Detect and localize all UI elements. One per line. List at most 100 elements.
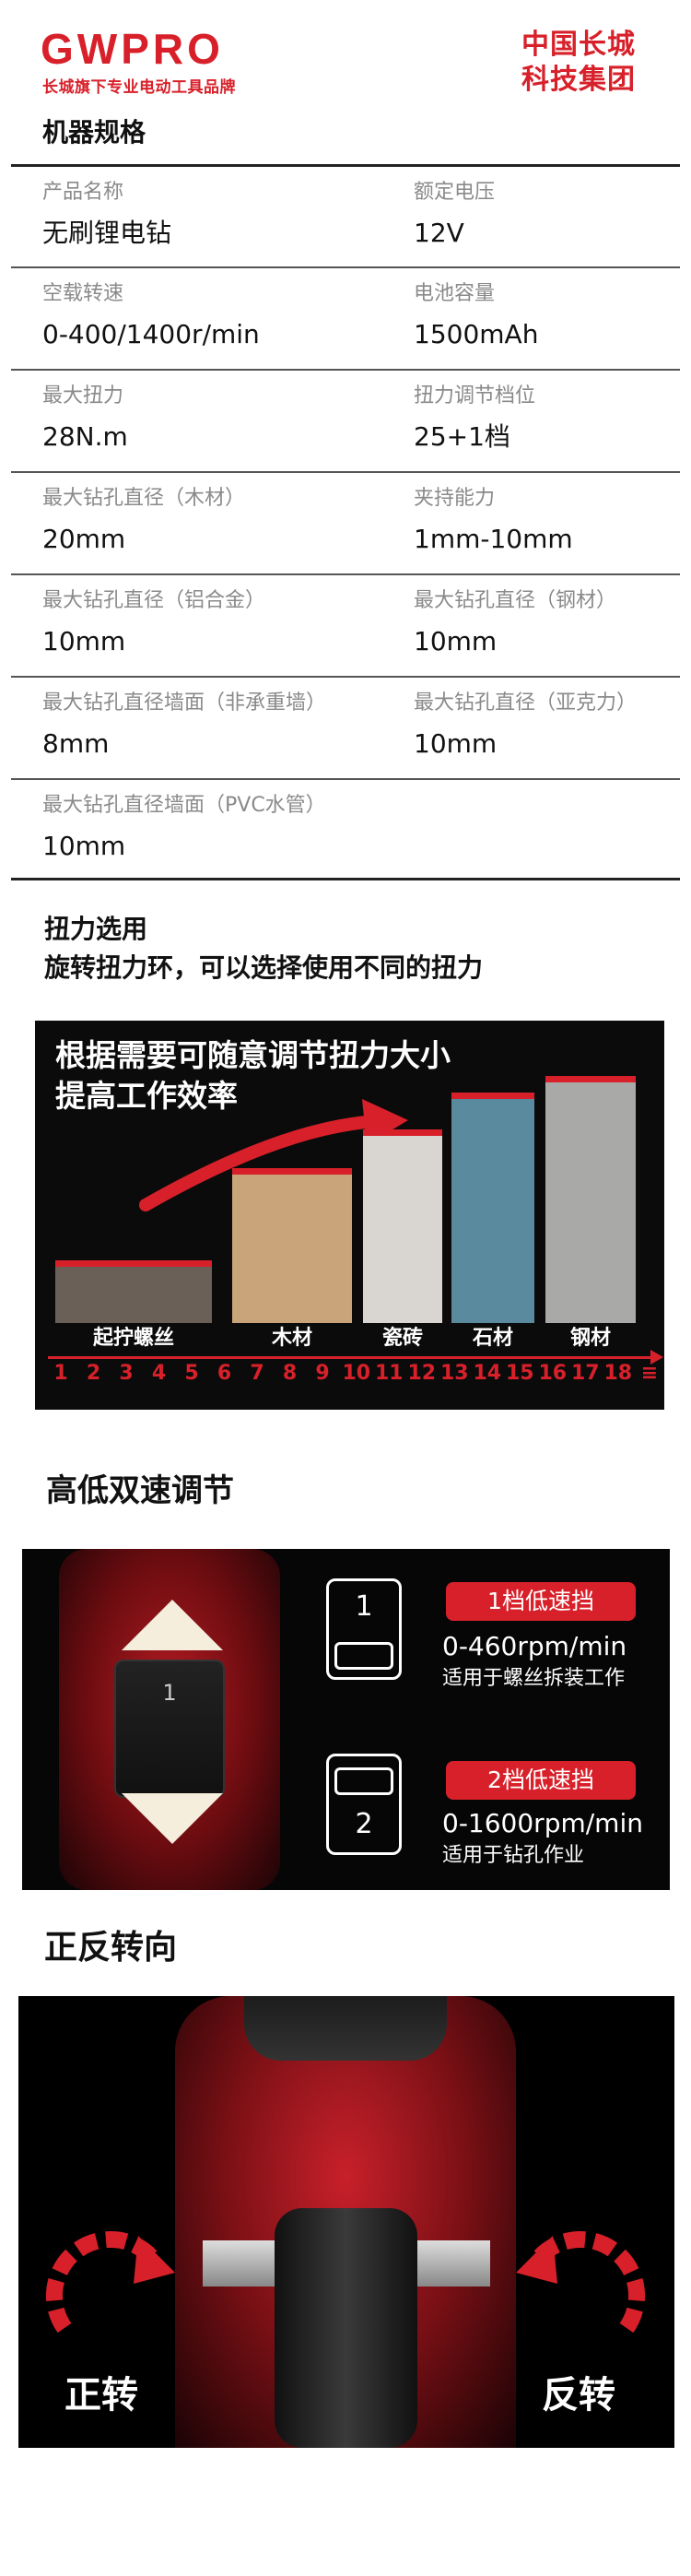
torque-scale-number: 17 — [571, 1362, 600, 1385]
torque-section-title: 扭力选用 — [44, 914, 148, 944]
spec-value: 10mm — [414, 728, 498, 759]
material-swatch — [232, 1175, 352, 1323]
speed-switch: 1 — [114, 1660, 225, 1798]
torque-scale-number: 9 — [315, 1362, 330, 1385]
spec-cell: 最大钻孔直径（钢材） 10mm — [414, 588, 616, 658]
gear2-inner — [334, 1767, 393, 1795]
gear2-icon: 2 — [326, 1754, 402, 1855]
torque-headline: 根据需要可随意调节扭力大小 提高工作效率 — [55, 1035, 451, 1117]
spec-row: 最大扭力 28N.m 扭力调节档位 25+1档 — [11, 369, 680, 471]
speed-section-title: 高低双速调节 — [46, 1472, 234, 1509]
material-cap — [545, 1076, 636, 1082]
spec-label: 最大钻孔直径墙面（PVC水管） — [42, 794, 326, 817]
spec-value: 1500mAh — [414, 319, 539, 349]
direction-button-left — [203, 2240, 276, 2286]
spec-cell: 最大钻孔直径（亚克力） 10mm — [414, 691, 637, 761]
spec-value: 25+1档 — [414, 421, 510, 452]
material-screw — [55, 1260, 212, 1323]
spec-value: 20mm — [42, 524, 126, 554]
torque-scale-number: 18 — [603, 1362, 633, 1385]
spec-cell: 额定电压 12V — [414, 180, 495, 250]
material-cap — [232, 1168, 352, 1175]
spec-value: 10mm — [42, 831, 126, 861]
direction-button-right — [416, 2240, 490, 2286]
gear2-rpm: 0-1600rpm/min — [442, 1808, 643, 1838]
torque-scale-number: 16 — [538, 1362, 568, 1385]
torque-headline-line2: 提高工作效率 — [55, 1078, 238, 1114]
speed-banner: 1 1 1档低速挡 0-460rpm/min 适用于螺丝拆装工作 2 2档低速挡… — [22, 1549, 670, 1890]
direction-banner: 正转 反转 — [18, 1996, 674, 2448]
spec-row: 产品名称 无刷锂电钻 额定电压 12V — [11, 164, 680, 266]
torque-scale-number: 6 — [217, 1362, 232, 1385]
torque-scale-number: 1 — [53, 1362, 68, 1385]
torque-scale-number: 14 — [473, 1362, 502, 1385]
material-tile — [363, 1129, 442, 1323]
spec-label: 最大钻孔直径（木材） — [42, 487, 246, 510]
forward-label: 正转 — [64, 2374, 138, 2416]
torque-scale-number: 7 — [250, 1362, 264, 1385]
spec-value: 28N.m — [42, 421, 128, 452]
gear2-badge: 2档低速挡 — [446, 1761, 636, 1800]
spec-cell: 最大钻孔直径（木材） 20mm — [42, 486, 245, 556]
material-cap — [363, 1129, 442, 1136]
material-steel — [545, 1076, 636, 1323]
spec-value: 12V — [414, 218, 464, 248]
rotate-counterclockwise-icon — [516, 2230, 646, 2334]
spec-row: 最大钻孔直径（铝合金） 10mm 最大钻孔直径（钢材） 10mm — [11, 573, 680, 676]
gear1-icon: 1 — [326, 1578, 402, 1680]
gear1-rpm: 0-460rpm/min — [442, 1631, 627, 1661]
spec-value: 1mm-10mm — [414, 524, 573, 554]
arrow-down-icon — [122, 1793, 223, 1844]
material-swatch — [451, 1099, 534, 1323]
torque-scale-number: 13 — [440, 1362, 469, 1385]
torque-scale-number: 11 — [375, 1362, 404, 1385]
gear2-use: 适用于钻孔作业 — [442, 1844, 585, 1867]
material-label: 石材 — [472, 1327, 513, 1350]
torque-scale-line — [48, 1356, 656, 1359]
drill-grip — [275, 2208, 417, 2448]
spec-label: 最大钻孔直径（铝合金） — [42, 589, 266, 612]
spec-label: 夹持能力 — [414, 487, 496, 510]
material-wood — [232, 1168, 352, 1323]
spec-value: 8mm — [42, 728, 110, 759]
group-name: 中国长城科技集团 — [521, 29, 636, 96]
spec-table: 产品名称 无刷锂电钻 额定电压 12V 空载转速 0-400/1400r/min… — [11, 164, 680, 880]
spec-cell: 最大钻孔直径墙面（非承重墙） 8mm — [42, 691, 326, 761]
spec-value: 0-400/1400r/min — [42, 319, 260, 349]
page-header: GWPRO 长城旗下专业电动工具品牌 中国长城科技集团 — [0, 0, 691, 138]
material-cap — [451, 1093, 534, 1099]
torque-scale-number: 4 — [151, 1362, 167, 1385]
drill-chuck — [244, 1996, 447, 2061]
spec-cell: 产品名称 无刷锂电钻 — [42, 180, 171, 250]
spec-value: 10mm — [42, 626, 126, 656]
torque-scale-number: 12 — [407, 1362, 437, 1385]
spec-label: 最大钻孔直径（钢材） — [414, 589, 617, 612]
material-label: 起拧螺丝 — [92, 1327, 174, 1350]
spec-value: 10mm — [414, 626, 498, 656]
torque-scale-number: 2 — [86, 1362, 101, 1385]
switch-mark: 1 — [162, 1680, 177, 1706]
gear2-number: 2 — [355, 1808, 373, 1840]
material-label: 钢材 — [569, 1327, 611, 1350]
torque-headline-line1: 根据需要可随意调节扭力大小 — [55, 1037, 451, 1073]
direction-section-title: 正反转向 — [44, 1929, 178, 1967]
spec-label: 产品名称 — [42, 181, 124, 204]
gear1-inner — [334, 1642, 393, 1670]
spec-label: 最大扭力 — [42, 384, 124, 408]
torque-scale-number: ≡ — [640, 1362, 659, 1385]
spec-label: 最大钻孔直径墙面（非承重墙） — [42, 691, 327, 715]
gear1-use: 适用于螺丝拆装工作 — [442, 1667, 626, 1690]
scale-arrow-icon — [650, 1350, 663, 1365]
reverse-label: 反转 — [542, 2374, 615, 2416]
material-cap — [55, 1260, 212, 1267]
spec-label: 额定电压 — [414, 181, 496, 204]
spec-row: 空载转速 0-400/1400r/min 电池容量 1500mAh — [11, 266, 680, 369]
spec-row: 最大钻孔直径墙面（非承重墙） 8mm 最大钻孔直径（亚克力） 10mm — [11, 676, 680, 778]
spec-cell: 扭力调节档位 25+1档 — [414, 384, 535, 454]
spec-row: 最大钻孔直径墙面（PVC水管） 10mm — [11, 778, 680, 880]
torque-scale-number: 15 — [506, 1362, 534, 1385]
material-swatch — [55, 1267, 212, 1323]
torque-scale-number: 3 — [119, 1362, 134, 1385]
spec-cell: 电池容量 1500mAh — [414, 281, 538, 351]
